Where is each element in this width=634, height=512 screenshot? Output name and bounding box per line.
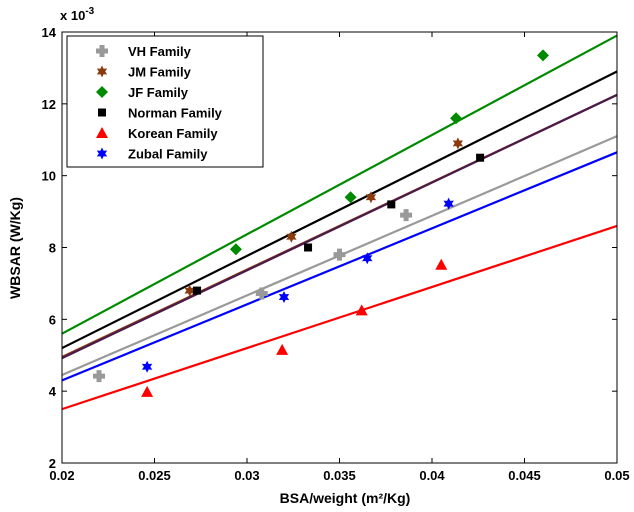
data-point-zubal-family	[362, 252, 373, 265]
legend-label-zubal-family: Zubal Family	[128, 147, 208, 162]
x-tick-label: 0.04	[419, 468, 445, 483]
fit-lines	[61, 34, 618, 411]
legend-marker-vh-family	[96, 45, 108, 57]
y-tick-label: 8	[49, 241, 56, 256]
x-tick-label: 0.025	[138, 468, 171, 483]
data-point-norman-family	[193, 286, 202, 295]
legend-label-vh-family: VH Family	[128, 44, 192, 59]
data-point-vh-family	[333, 248, 346, 261]
y-tick-label: 6	[49, 312, 56, 327]
data-points	[93, 49, 549, 397]
fit-line-extra	[61, 93, 618, 360]
fit-line-norman-family	[61, 70, 618, 350]
data-point-jf-family	[537, 49, 549, 62]
legend-label-jm-family: JM Family	[128, 65, 192, 80]
data-point-jf-family	[344, 191, 357, 204]
y-tick-label: 14	[42, 25, 57, 40]
data-point-korean-family	[435, 258, 448, 270]
data-point-korean-family	[355, 304, 368, 316]
data-point-jm-family	[452, 137, 464, 150]
y-axis-label: WBSAR (W/Kg)	[7, 197, 23, 299]
legend-marker-zubal-family	[96, 147, 108, 160]
y-exponent-power: -3	[85, 6, 94, 17]
y-tick-label: 4	[49, 384, 57, 399]
legend: VH Family JM Family JF Family Norman Family…	[66, 35, 264, 168]
data-point-norman-family	[304, 243, 313, 252]
y-tick-label: 2	[49, 456, 56, 471]
x-axis: 0.02 0.025 0.03 0.035 0.04 0.045 0.05	[49, 32, 630, 483]
data-point-zubal-family	[443, 197, 454, 210]
legend-marker-korean-family	[96, 127, 108, 138]
y-tick-label: 10	[42, 169, 56, 184]
x-axis-label: BSA/weight (m²/Kg)	[280, 490, 411, 506]
data-point-vh-family	[400, 209, 413, 222]
legend-marker-jf-family	[96, 86, 108, 98]
fit-line-zubal-family	[61, 151, 618, 382]
x-tick-label: 0.05	[604, 468, 629, 483]
y-tick-label: 12	[42, 97, 56, 112]
legend-marker-norman-family	[98, 108, 106, 117]
legend-label-korean-family: Korean Family	[128, 126, 218, 141]
data-point-jm-family	[286, 230, 297, 243]
data-point-jm-family	[365, 191, 377, 204]
data-point-zubal-family	[278, 291, 290, 304]
fit-line-korean-family	[61, 224, 618, 411]
data-point-norman-family	[476, 153, 485, 162]
data-point-jm-family	[184, 284, 195, 297]
data-point-jf-family	[450, 112, 463, 125]
y-exponent: x 10-3	[60, 6, 95, 23]
data-point-norman-family	[387, 200, 396, 209]
fit-line-jf-family	[61, 34, 618, 335]
x-tick-label: 0.02	[49, 468, 74, 483]
data-point-vh-family	[255, 287, 268, 300]
data-point-zubal-family	[141, 360, 153, 373]
data-point-jf-family	[229, 243, 242, 256]
data-point-korean-family	[141, 385, 154, 397]
x-tick-label: 0.045	[508, 468, 541, 483]
legend-label-norman-family: Norman Family	[128, 106, 223, 121]
data-point-vh-family	[93, 370, 105, 383]
y-axis: 2 4 6 8 10 12 14	[42, 25, 617, 471]
legend-box	[66, 35, 264, 168]
data-point-korean-family	[276, 343, 289, 355]
legend-label-jf-family: JF Family	[128, 85, 189, 100]
legend-marker-jm-family	[96, 65, 108, 78]
y-exponent-base: x 10	[60, 8, 85, 23]
x-tick-label: 0.03	[234, 468, 259, 483]
x-tick-label: 0.035	[323, 468, 356, 483]
